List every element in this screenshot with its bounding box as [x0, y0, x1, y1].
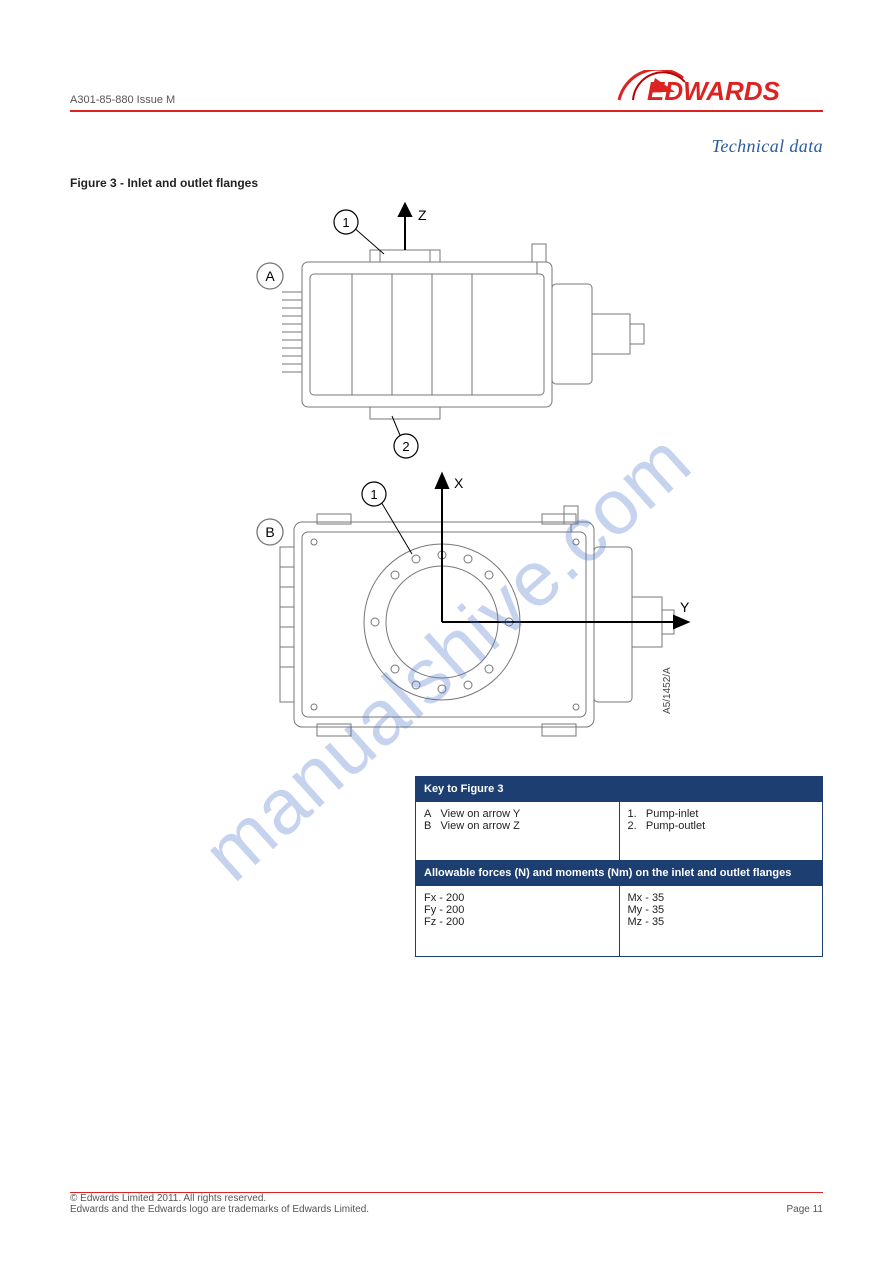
key-no: B — [424, 820, 431, 832]
key-table: Key to Figure 3 A View on arrow Y B View… — [415, 776, 823, 957]
callout-1b: 1 — [370, 487, 377, 502]
moment-line: Mz - 35 — [628, 916, 665, 928]
axis-z-label: Z — [418, 207, 427, 223]
key-desc: View on arrow Z — [441, 820, 520, 832]
force-line: Fy - 200 — [424, 904, 464, 916]
header-rule: A301-85-880 Issue M EDWARDS Technical da… — [70, 110, 823, 112]
callout-2: 2 — [402, 439, 409, 454]
footer-page-number: Page 11 — [786, 1204, 823, 1215]
key-cell-views: A View on arrow Y B View on arrow Z — [416, 802, 620, 861]
footer-copyright: © Edwards Limited 2011. All rights reser… — [70, 1193, 266, 1204]
footer-sub: Edwards and the Edwards logo are tradema… — [70, 1204, 369, 1215]
key-no: 1. — [628, 808, 637, 820]
key-no: 2. — [628, 820, 637, 832]
callout-1a: 1 — [342, 215, 349, 230]
section-label: Technical data — [712, 136, 823, 157]
footer-left: © Edwards Limited 2011. All rights reser… — [70, 1193, 369, 1215]
axis-x-label: X — [454, 475, 464, 491]
axis-y-label: Y — [680, 599, 690, 615]
force-line: Fz - 200 — [424, 916, 464, 928]
figure-area: Z 1 2 A — [70, 202, 823, 762]
document-page: A301-85-880 Issue M EDWARDS Technical da… — [0, 0, 893, 1263]
brand-logo: EDWARDS — [613, 70, 823, 108]
figure-title: Figure 3 - Inlet and outlet flanges — [70, 176, 823, 190]
key-desc: View on arrow Y — [441, 808, 521, 820]
flange-info-header: Allowable forces (N) and moments (Nm) on… — [416, 861, 823, 886]
force-line: Fx - 200 — [424, 892, 464, 904]
flange-moments-cell: Mx - 35 My - 35 Mz - 35 — [619, 886, 823, 957]
key-desc: Pump-outlet — [646, 820, 705, 832]
view-label-b: B — [265, 524, 274, 540]
moment-line: My - 35 — [628, 904, 665, 916]
key-cell-items: 1. Pump-inlet 2. Pump-outlet — [619, 802, 823, 861]
view-label-a: A — [265, 268, 275, 284]
drawing-ref: A5/1452/A — [662, 667, 673, 714]
doc-code: A301-85-880 Issue M — [70, 94, 175, 106]
key-desc: Pump-inlet — [646, 808, 699, 820]
key-table-header: Key to Figure 3 — [416, 777, 823, 802]
key-no: A — [424, 808, 431, 820]
flange-forces-cell: Fx - 200 Fy - 200 Fz - 200 — [416, 886, 620, 957]
figure-svg: Z 1 2 A — [202, 202, 692, 762]
moment-line: Mx - 35 — [628, 892, 665, 904]
